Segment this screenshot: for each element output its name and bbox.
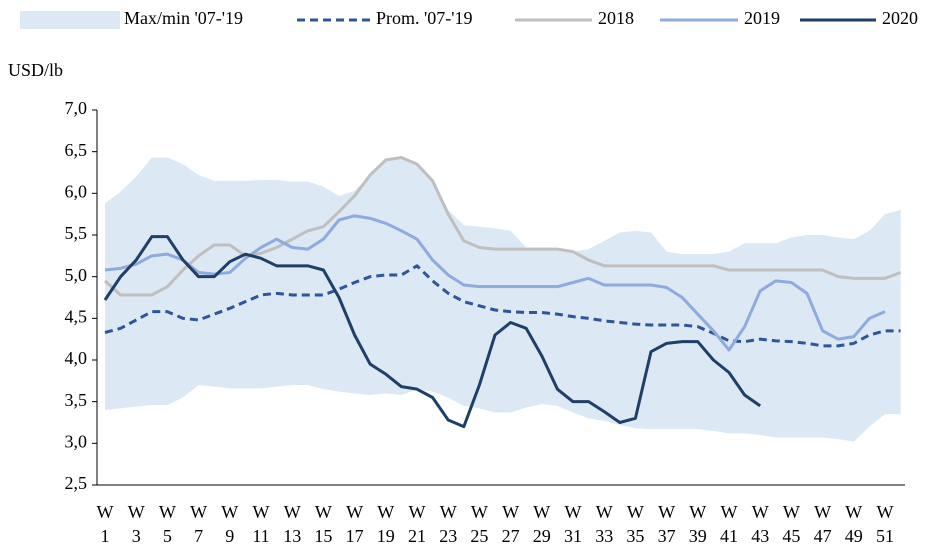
x-tick-label: W 51 — [876, 502, 894, 546]
x-tick-label: W 3 — [127, 502, 145, 546]
x-tick-label: W 21 — [408, 502, 426, 546]
y-tick-label: 3,0 — [65, 431, 88, 451]
y-tick-label: 4,0 — [65, 348, 88, 368]
y-tick-label: 5,5 — [65, 223, 88, 243]
y-tick-label: 2,5 — [65, 473, 88, 493]
x-tick-label: W 35 — [626, 502, 645, 546]
series-line — [104, 214, 886, 352]
legend-label: Prom. '07-'19 — [376, 8, 473, 28]
legend-label: 2019 — [744, 8, 780, 28]
x-tick-label: W 33 — [595, 502, 614, 546]
series-line — [103, 235, 762, 429]
range-band — [105, 157, 901, 442]
y-axis-label: USD/lb — [8, 60, 63, 80]
legend-label: 2018 — [598, 8, 634, 28]
x-tick-label: W 5 — [158, 502, 176, 546]
x-tick-label: W 25 — [470, 502, 489, 546]
y-tick-label: 3,5 — [65, 390, 88, 410]
x-tick-label: W 47 — [813, 502, 832, 546]
x-tick-label: W 29 — [532, 502, 551, 546]
x-tick-label: W 41 — [720, 502, 738, 546]
x-tick-label: W 45 — [782, 502, 801, 546]
x-tick-label: W 43 — [751, 502, 770, 546]
x-tick-label: W 39 — [688, 502, 707, 546]
y-tick-label: 6,5 — [65, 140, 88, 160]
legend-label: Max/min '07-'19 — [124, 8, 243, 28]
y-tick-label: 4,5 — [65, 306, 88, 326]
x-tick-label: W 49 — [844, 502, 863, 546]
x-tick-label: W 7 — [190, 502, 208, 546]
x-tick-label: W 23 — [439, 502, 458, 546]
x-tick-label: W 37 — [657, 502, 676, 546]
legend-swatch — [20, 11, 120, 29]
x-tick-label: W 31 — [564, 502, 582, 546]
x-tick-label: W 13 — [283, 502, 302, 546]
legend-label: 2020 — [882, 8, 918, 28]
y-tick-label: 5,0 — [65, 265, 88, 285]
x-tick-label: W 9 — [221, 502, 239, 546]
x-tick-label: W 27 — [501, 502, 520, 546]
x-tick-label: W 11 — [252, 502, 270, 546]
y-tick-label: 7,0 — [65, 98, 88, 118]
x-tick-label: W 17 — [345, 502, 364, 546]
series-line — [103, 156, 902, 297]
y-tick-label: 6,0 — [65, 181, 88, 201]
x-tick-label: W 15 — [314, 502, 333, 546]
x-tick-label: W 19 — [376, 502, 395, 546]
x-tick-label: W 1 — [96, 502, 114, 546]
